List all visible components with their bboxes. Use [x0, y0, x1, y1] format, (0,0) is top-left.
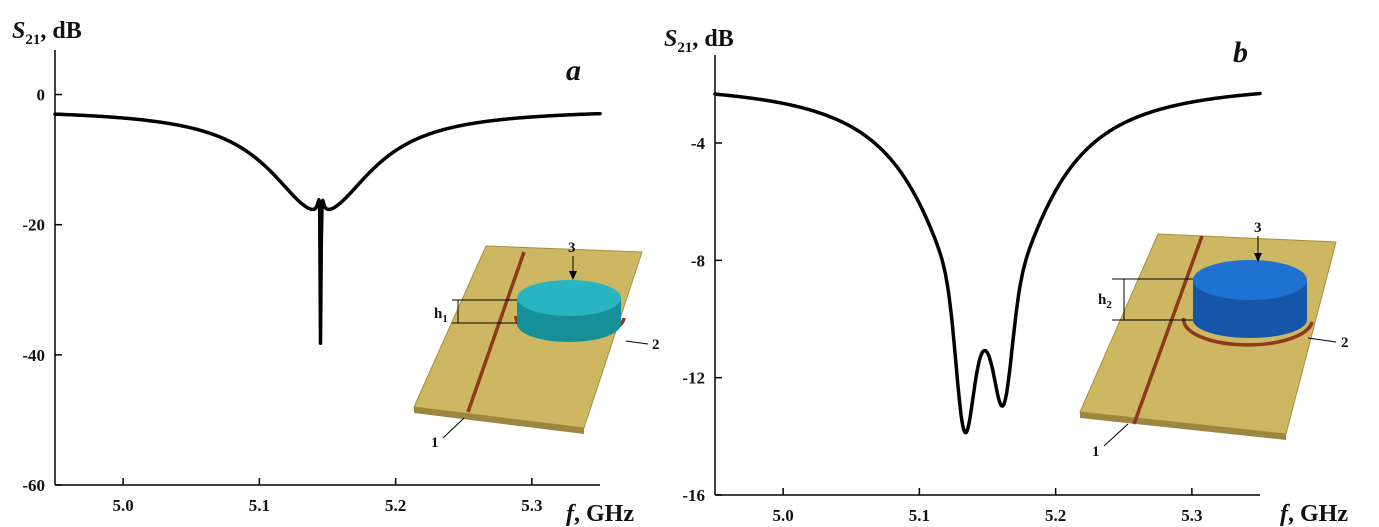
label-height: h2 [1098, 292, 1112, 311]
panel-a-x-tick-label: 5.3 [521, 496, 542, 515]
panel-a-x-title: f, GHz [566, 501, 634, 527]
microstrip-line [466, 251, 526, 413]
split-ring [1182, 317, 1314, 347]
callout-2-line [625, 340, 649, 345]
arrow-3 [1254, 253, 1262, 262]
callout-1-line [1103, 423, 1129, 447]
callout-2-line [1307, 337, 1337, 343]
label-height: h1 [434, 306, 448, 325]
arrow-3 [569, 271, 577, 280]
panel-a-y-tick-label: 0 [37, 86, 46, 105]
label-ring: 2 [652, 337, 660, 353]
panel-b-x-title: f, GHz [1280, 501, 1348, 527]
panel-a-series-line [53, 111, 602, 345]
panel-a-x-tick-label: 5.2 [385, 496, 406, 515]
panel-b-y-tick-label: -8 [691, 251, 705, 270]
panel-a-letter: a [566, 54, 581, 87]
substrate-board [413, 245, 643, 429]
panel-a-y-title: S21, dB [12, 18, 82, 48]
label-ring: 2 [1341, 335, 1349, 351]
label-line: 1 [1092, 444, 1100, 460]
resonator-top-b [1193, 260, 1307, 300]
label-resonator: 3 [1254, 220, 1262, 236]
panel-a-inset: 3 2 1 h1 [413, 240, 660, 451]
panel-b-y-tick-label: -16 [682, 486, 705, 505]
panel-b-x-tick-label: 5.1 [909, 506, 930, 525]
panel-b-x-tick-label: 5.3 [1181, 506, 1202, 525]
panel-b-y-tick-label: -4 [691, 134, 706, 153]
panel-a-x-tick-label: 5.1 [249, 496, 270, 515]
panel-b-inset: 3 2 1 h2 [1079, 220, 1349, 460]
panel-a-y-tick-label: -60 [22, 476, 45, 495]
label-resonator: 3 [568, 240, 576, 256]
panel-b-x-tick-label: 5.2 [1045, 506, 1066, 525]
panel-a-x-tick-label: 5.0 [113, 496, 134, 515]
panel-b: -4 -8 -12 -16 5.0 5.1 5.2 5.3 S21, dB f, GHz b… [664, 26, 1349, 527]
microstrip-line [1132, 235, 1204, 425]
panel-b-x-tick-label: 5.0 [773, 506, 794, 525]
panel-a: 0 -20 -40 -60 5.0 5.1 5.2 5.3 S21, dB f, GHz a [12, 18, 660, 527]
panel-b-letter: b [1233, 36, 1248, 69]
label-line: 1 [431, 435, 439, 451]
panel-b-y-title: S21, dB [664, 26, 734, 56]
panel-b-y-tick-label: -12 [682, 369, 705, 388]
panel-a-y-tick-label: -20 [22, 216, 45, 235]
substrate-edge [1080, 412, 1286, 440]
panel-a-y-tick-label: -40 [22, 346, 45, 365]
panel-b-series-line [713, 91, 1262, 435]
callout-1-line [442, 417, 465, 439]
substrate-edge [414, 407, 584, 434]
resonator-top-a [517, 280, 621, 316]
